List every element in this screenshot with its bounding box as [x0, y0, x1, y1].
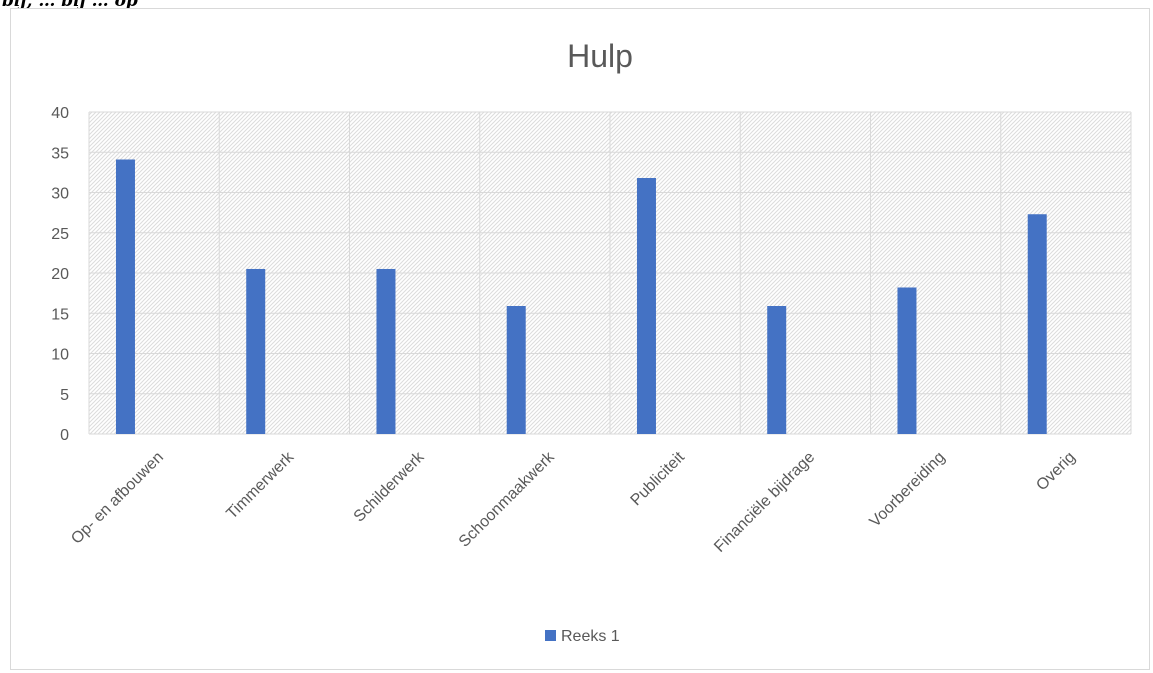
y-tick-label: 30 — [51, 186, 69, 203]
x-tick-label: Voorbereiding — [867, 449, 949, 531]
bar-4 — [506, 306, 526, 434]
bar-2 — [246, 268, 266, 434]
y-tick-label: 5 — [60, 387, 69, 404]
y-tick-label: 10 — [51, 347, 69, 364]
x-tick-label: Schoonmaakwerk — [456, 448, 559, 551]
bar-5 — [636, 178, 656, 434]
x-tick-label: Publiciteit — [628, 448, 689, 509]
y-tick-label: 40 — [51, 105, 69, 122]
y-tick-label: 35 — [51, 145, 69, 162]
bar-3 — [376, 268, 396, 434]
bar-1 — [115, 159, 135, 434]
bar-6 — [767, 306, 787, 434]
plot-area: 0 5 10 15 20 25 30 35 40 Op- en afbouwen Timmerwer… — [51, 105, 1132, 556]
x-tick-label: Timmerwerk — [223, 448, 298, 523]
page-header-fragment: bij, … bij … op — [0, 0, 1153, 10]
y-tick-label: 15 — [51, 306, 69, 323]
legend: Reeks 1 — [545, 628, 620, 645]
y-tick-label: 25 — [51, 226, 69, 243]
bar-8 — [1027, 214, 1047, 434]
chart-frame: Hulp 0 5 10 15 20 25 30 35 40 Op- en afbouwen Timm… — [10, 8, 1150, 670]
y-tick-label: 0 — [60, 427, 69, 444]
bar-chart: Hulp 0 5 10 15 20 25 30 35 40 Op- en afbouwen Timm… — [51, 38, 1132, 645]
x-tick-label: Financiële bijdrage — [711, 449, 818, 556]
chart-title: Hulp — [567, 38, 633, 74]
legend-label: Reeks 1 — [561, 628, 620, 645]
x-tick-label: Schilderwerk — [351, 448, 428, 525]
bar-7 — [897, 287, 917, 434]
x-tick-label: Op- en afbouwen — [68, 449, 167, 548]
y-tick-label: 20 — [51, 266, 69, 283]
header-text: bij, … bij … op — [2, 0, 138, 10]
x-tick-label: Overig — [1033, 449, 1078, 494]
legend-swatch — [545, 630, 556, 641]
